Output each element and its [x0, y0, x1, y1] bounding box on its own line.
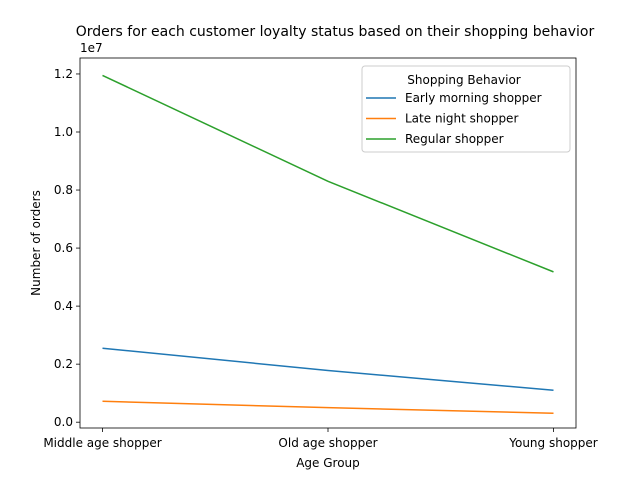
series-line-3: [102, 74, 554, 273]
x-axis-title: Age Group: [296, 456, 360, 470]
legend-label-3: Regular shopper: [405, 132, 504, 146]
x-tick-label: Middle age shopper: [43, 436, 161, 450]
y-offset-label: 1e7: [80, 41, 103, 55]
legend-box: [361, 65, 571, 153]
series-line-2: [102, 400, 554, 414]
legend-title: Shopping Behavior: [407, 73, 521, 87]
y-tick-label: 0.8: [54, 183, 73, 197]
y-tick-label: 0.4: [54, 299, 73, 313]
x-tick-label: Old age shopper: [278, 436, 377, 450]
y-tick-label: 1.0: [54, 125, 73, 139]
plot-frame: [79, 57, 577, 429]
legend: Shopping Behavior Early morning shopper L…: [361, 65, 571, 153]
x-tick-label: Young shopper: [508, 436, 598, 450]
y-tick-label: 1.2: [54, 67, 73, 81]
y-tick-label: 0.6: [54, 241, 73, 255]
y-tick-label: 0.0: [54, 415, 73, 429]
legend-label-2: Late night shopper: [405, 112, 518, 126]
y-tick-label: 0.2: [54, 357, 73, 371]
chart-title: Orders for each customer loyalty status …: [76, 24, 595, 40]
legend-label-1: Early morning shopper: [405, 91, 542, 105]
y-axis-title: Number of orders: [29, 190, 43, 296]
series-line-1: [102, 347, 554, 392]
